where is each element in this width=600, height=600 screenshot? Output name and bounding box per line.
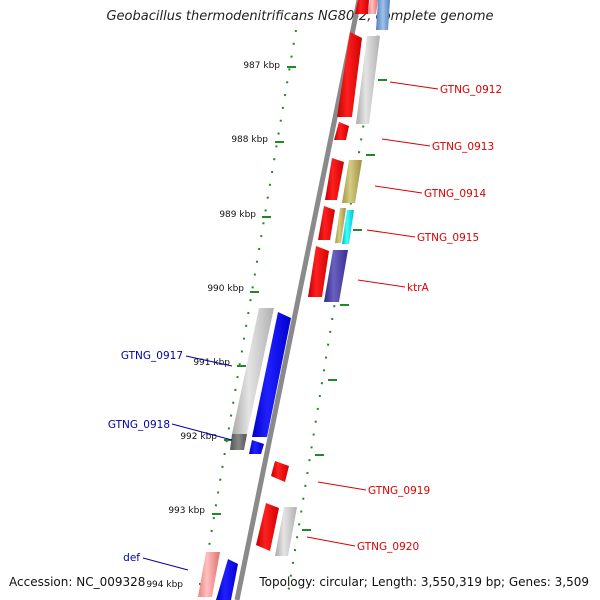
leader-line (142, 557, 189, 571)
gene-arrow-def[interactable] (216, 559, 238, 600)
accession-text: Accession: NC_009328 (9, 575, 146, 589)
gene-hit-def[interactable] (198, 552, 220, 597)
gene-label-gtng-0913[interactable]: GTNG_0913 (432, 141, 494, 153)
gene-hit-gtng-0914[interactable] (342, 160, 362, 203)
gene-label-gtng-0917[interactable]: GTNG_0917 (121, 350, 183, 362)
gene-hit-gtng-0918[interactable] (230, 434, 247, 450)
gene-top-pink[interactable] (368, 0, 378, 14)
map-title: Geobacillus thermodenitrificans NG80-2, … (106, 9, 494, 24)
gene-hit-gtng-0915-b[interactable] (342, 210, 354, 244)
backbone-line (234, 0, 362, 600)
gene-arrow-gtng-0914[interactable] (325, 158, 344, 200)
leader-line (306, 536, 356, 547)
gene-arrow-gtng-0913[interactable] (334, 122, 349, 140)
topology-text: Topology: circular; Length: 3,550,319 bp… (259, 575, 589, 589)
gene-hit-gtng-0912[interactable] (356, 36, 380, 124)
gene-hit-ktra[interactable] (324, 250, 348, 302)
gene-hit-gtng-0917[interactable] (232, 308, 274, 434)
gene-label-ktra[interactable]: ktrA (407, 282, 430, 294)
leader-line (357, 279, 406, 288)
gene-label-gtng-0919[interactable]: GTNG_0919 (368, 485, 430, 497)
gene-arrow-gtng-0918[interactable] (249, 440, 264, 454)
gene-hit-gtng-0915-a[interactable] (335, 208, 346, 243)
gene-arrow-top-red[interactable] (355, 0, 369, 14)
tick-label: 990 kbp (207, 284, 244, 294)
gene-label-gtng-0915[interactable]: GTNG_0915 (417, 232, 479, 244)
leader-line (185, 355, 233, 367)
gene-label-gtng-0912[interactable]: GTNG_0912 (440, 84, 502, 96)
tick-label: 989 kbp (219, 210, 256, 220)
leader-line (317, 481, 367, 491)
leader-line (374, 185, 423, 194)
tick-label: 991 kbp (193, 358, 230, 368)
leader-line (366, 229, 416, 238)
tick-label: 993 kbp (168, 506, 205, 516)
leader-line (389, 81, 439, 90)
gene-label-gtng-0920[interactable]: GTNG_0920 (357, 541, 419, 553)
gene-top-blue[interactable] (376, 0, 390, 30)
gene-label-gtng-0918[interactable]: GTNG_0918 (108, 419, 170, 431)
leader-line (381, 138, 431, 147)
tick-label: 994 kbp (146, 580, 183, 590)
gene-arrow-gtng-0919[interactable] (271, 461, 289, 482)
gene-label-def[interactable]: def (123, 552, 140, 564)
gene-arrow-gtng-0917[interactable] (252, 312, 291, 437)
gene-arrow-gtng-0920[interactable] (256, 503, 279, 551)
gene-arrow-gtng-0915[interactable] (318, 206, 335, 240)
gene-hit-gtng-0920[interactable] (275, 507, 297, 556)
tick-label: 988 kbp (231, 135, 268, 145)
leader-line (171, 423, 233, 441)
tick-label: 987 kbp (243, 61, 280, 71)
gene-arrow-gtng-0912[interactable] (337, 32, 362, 117)
outer-tick-track (199, 29, 297, 600)
tick-label: 992 kbp (180, 432, 217, 442)
gene-label-gtng-0914[interactable]: GTNG_0914 (424, 188, 486, 200)
gene-arrow-ktra[interactable] (308, 246, 329, 297)
